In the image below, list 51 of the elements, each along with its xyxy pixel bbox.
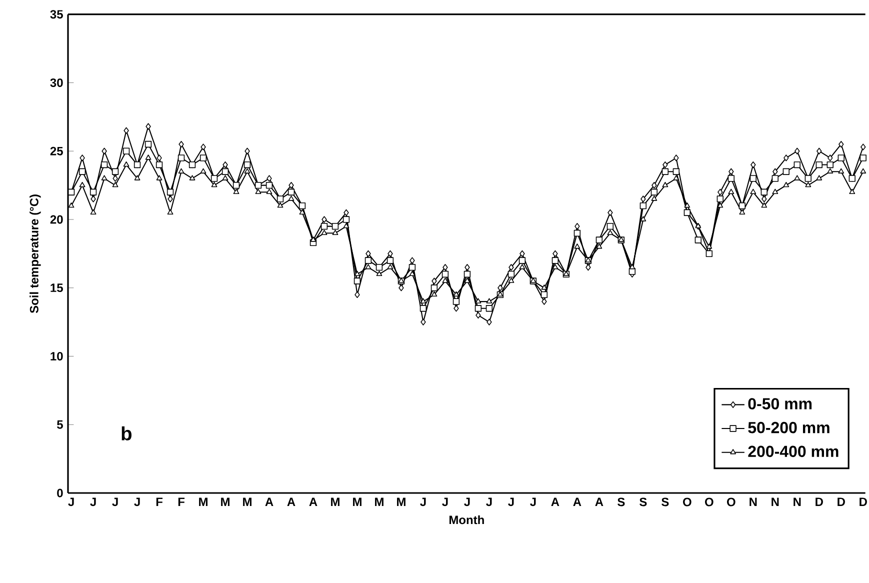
x-tick-label: M: [375, 498, 384, 506]
y-tick-label: 30: [50, 78, 63, 87]
x-tick-label: J: [464, 498, 470, 506]
x-tick-label: F: [156, 498, 163, 506]
legend-label: 200-400 mm: [748, 446, 838, 458]
x-tick-label: O: [727, 498, 736, 506]
x-tick-label: A: [309, 498, 318, 506]
y-tick-label: 15: [50, 284, 63, 292]
y-tick-label: 0: [57, 488, 63, 498]
x-tick-label: J: [68, 498, 74, 506]
y-tick-label: 5: [56, 420, 63, 429]
x-tick-label: J: [112, 498, 118, 506]
x-tick-label: J: [442, 498, 448, 506]
x-tick-label: J: [420, 498, 426, 506]
x-tick-label: S: [640, 498, 647, 506]
y-tick-label: 10: [50, 352, 63, 360]
x-tick-label: M: [331, 498, 340, 506]
x-tick-label: A: [265, 498, 274, 506]
x-tick-label: D: [838, 498, 845, 506]
legend-label: 50-200 mm: [748, 422, 830, 434]
x-tick-label: N: [750, 498, 757, 506]
x-tick-label: M: [221, 498, 230, 506]
y-axis-title: Soil temperature (°C): [30, 194, 41, 314]
x-tick-label: M: [397, 498, 406, 506]
x-tick-label: J: [486, 498, 492, 506]
y-tick-label: 20: [50, 215, 63, 224]
x-tick-label: M: [353, 498, 362, 506]
x-tick-label: O: [705, 498, 714, 506]
y-tick-label: 25: [50, 146, 63, 156]
x-tick-label: A: [551, 498, 560, 506]
x-tick-label: J: [508, 498, 514, 506]
x-tick-label: S: [618, 498, 625, 506]
annotation: b: [122, 426, 132, 440]
y-tick-label: 35: [50, 10, 63, 19]
x-tick-label: A: [595, 498, 604, 506]
x-tick-label: S: [662, 498, 669, 506]
x-tick-label: O: [683, 498, 692, 506]
x-tick-label: N: [794, 498, 801, 506]
x-tick-label: A: [573, 498, 582, 506]
x-tick-label: J: [530, 498, 536, 506]
legend-label: 0-50 mm: [748, 398, 812, 410]
x-tick-label: M: [243, 498, 252, 506]
x-tick-label: J: [90, 498, 96, 506]
x-axis-title: Month: [449, 515, 484, 524]
x-tick-label: D: [860, 498, 867, 506]
x-tick-label: J: [134, 498, 140, 506]
x-tick-label: N: [772, 498, 779, 506]
x-tick-label: A: [287, 498, 296, 506]
x-tick-label: D: [816, 498, 823, 506]
x-tick-label: F: [178, 498, 185, 506]
x-tick-label: M: [199, 498, 208, 506]
